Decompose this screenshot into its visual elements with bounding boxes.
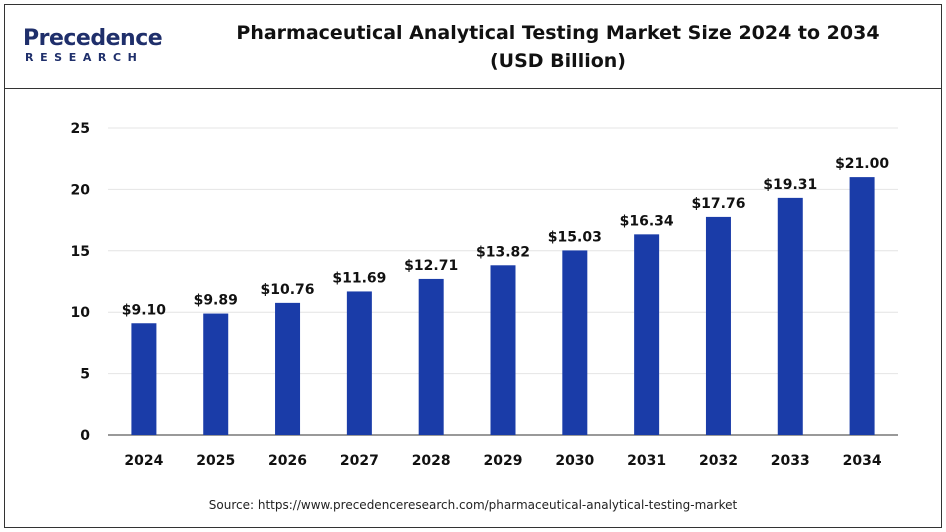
x-tick-label: 2031 [627,453,666,469]
bar [203,313,229,435]
x-tick-label: 2025 [196,453,235,469]
chart-header: Precedence RESEARCH Pharmaceutical Analy… [5,5,941,89]
y-tick-label: 15 [71,244,90,260]
chart-title-line1: Pharmaceutical Analytical Testing Market… [236,22,880,44]
x-tick-label: 2033 [771,453,810,469]
data-label: $10.76 [261,282,315,298]
data-label: $15.03 [548,229,602,245]
bar [490,265,516,435]
y-tick-label: 0 [80,428,90,444]
data-label: $21.00 [835,156,889,172]
chart-title: Pharmaceutical Analytical Testing Market… [195,19,921,75]
source-note: Source: https://www.precedenceresearch.c… [208,498,738,512]
bar [562,250,588,435]
x-tick-label: 2034 [843,453,882,469]
y-tick-label: 5 [80,367,90,383]
x-tick-label: 2028 [412,453,451,469]
data-label: $9.10 [122,302,167,318]
data-label: $17.76 [691,196,745,212]
chart-title-line2: (USD Billion) [490,50,626,72]
data-label: $9.89 [194,293,238,309]
bar [275,302,301,435]
x-tick-label: 2026 [268,453,307,469]
y-tick-label: 10 [71,305,91,321]
x-tick-label: 2027 [340,453,379,469]
data-label: $16.34 [620,213,674,229]
x-tick-label: 2024 [124,453,163,469]
bar [777,197,803,435]
bar [131,323,157,435]
logo-subtext: RESEARCH [25,51,144,64]
x-tick-label: 2032 [699,453,738,469]
y-tick-label: 25 [71,121,90,137]
data-label: $12.71 [404,258,458,274]
bar-chart: 0510152025$9.102024$9.892025$10.762026$1… [71,121,898,469]
bar [849,177,875,435]
logo-wordmark: Precedence [23,26,163,51]
bar [634,234,660,435]
x-tick-label: 2030 [555,453,594,469]
data-label: $13.82 [476,244,530,260]
bar [705,216,731,435]
bar [418,278,444,435]
precedence-research-logo: Precedence RESEARCH [23,27,163,71]
y-tick-label: 20 [71,182,91,198]
x-tick-label: 2029 [484,453,523,469]
data-label: $19.31 [763,177,817,193]
data-label: $11.69 [332,270,386,286]
bar [346,291,372,435]
